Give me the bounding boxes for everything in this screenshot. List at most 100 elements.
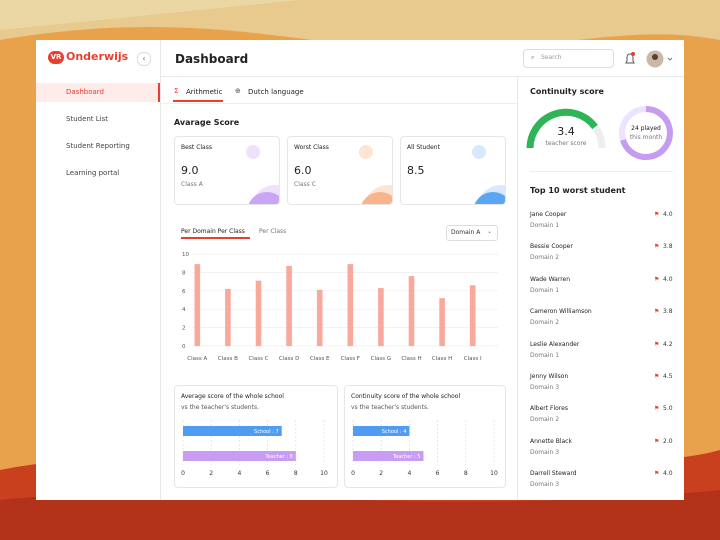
played-label: this month: [629, 134, 663, 141]
bar-chart: 0 2 4 6 8 10 Class A Class B Class C Class D Class…: [182, 252, 498, 362]
flag-icon: ⚑: [654, 405, 660, 413]
x-tick-label: 6: [436, 470, 440, 477]
x-tick-label: Class E: [310, 356, 330, 362]
student-domain: Domain 1: [530, 286, 560, 294]
bar: [378, 288, 384, 346]
compare-subtitle: vs the teacher's students.: [351, 404, 429, 411]
bar: [183, 426, 282, 436]
divider: [517, 76, 518, 500]
student-name: Darrell Steward: [530, 470, 577, 478]
value-label: School : 7: [254, 429, 279, 435]
nav-item[interactable]: Student Reporting: [66, 142, 130, 150]
tab-icon: ⊕: [235, 87, 241, 95]
flag-icon: ⚑: [654, 308, 660, 316]
card-title: Best Class: [181, 144, 212, 151]
card-value: 9.0: [181, 164, 199, 177]
student-name: Bessie Cooper: [530, 243, 573, 251]
x-tick-label: Class A: [187, 356, 207, 362]
played: 24 played: [631, 125, 661, 132]
collapse-button[interactable]: ‹: [137, 52, 151, 66]
y-tick-label: 8: [182, 270, 186, 276]
tab[interactable]: Dutch language: [248, 88, 304, 96]
card-title: All Student: [407, 144, 440, 151]
compare-subtitle: vs the teacher's students.: [181, 404, 259, 411]
x-tick-label: Class B: [218, 356, 238, 362]
bar: [183, 451, 296, 461]
student-domain: Domain 1: [530, 351, 560, 359]
card-value: 8.5: [407, 164, 425, 177]
flag-icon: ⚑: [654, 243, 660, 251]
flag-icon: ⚑: [654, 340, 660, 348]
nav-item[interactable]: Dashboard: [66, 88, 104, 96]
student-name: Albert Flores: [530, 405, 568, 413]
student-score: 5.0: [663, 405, 673, 413]
bar: [353, 451, 424, 461]
score-card: [400, 136, 506, 205]
y-tick-label: 6: [182, 289, 186, 295]
score-label: teacher score: [545, 140, 587, 147]
search-box[interactable]: [523, 49, 614, 68]
dropdown[interactable]: [446, 225, 498, 241]
chart-tab[interactable]: Per Class: [259, 228, 287, 235]
panel-title: Top 10 worst student: [530, 186, 626, 195]
card-decoration: [359, 145, 392, 204]
hbar-chart: 0 2 4 6 8 10 School : 7 Teacher : 8: [181, 420, 328, 477]
nav-item[interactable]: Learning portal: [66, 169, 120, 177]
header-icons: [625, 50, 673, 68]
student-domain: Domain 3: [530, 481, 560, 489]
bar: [353, 426, 410, 436]
dropdown-label: Domain A: [451, 229, 481, 236]
x-tick-label: Class I: [464, 356, 482, 362]
student-score: 4.5: [663, 373, 673, 380]
x-tick-label: 0: [351, 470, 355, 477]
x-tick-label: Class C: [248, 356, 268, 362]
card-decoration: [246, 145, 279, 204]
page-title: Dashboard: [175, 52, 249, 66]
student-score: 4.2: [663, 340, 673, 348]
student-domain: Domain 1: [530, 222, 560, 229]
tab-underline: [173, 100, 223, 102]
x-tick-label: 4: [237, 470, 241, 477]
student-score: 2.0: [663, 437, 673, 445]
nav-item[interactable]: Student List: [66, 115, 109, 123]
card-title: Worst Class: [294, 144, 329, 151]
bell[interactable]: [625, 53, 635, 64]
x-tick-label: Class G: [371, 356, 391, 362]
x-tick-label: 2: [209, 470, 213, 477]
panel-title: Continuity score: [530, 87, 604, 96]
student-domain: Domain 2: [530, 254, 560, 262]
divider: [160, 40, 161, 500]
compare-card: [174, 385, 338, 488]
card-decoration: [472, 145, 505, 204]
score: 3.4: [557, 125, 575, 138]
student-score: 4.0: [663, 470, 673, 478]
compare-card: [344, 385, 506, 488]
avatar-face: [652, 54, 658, 60]
y-tick-label: 10: [182, 252, 189, 258]
tab[interactable]: Arithmetic: [186, 88, 223, 96]
student-domain: Domain 2: [530, 319, 560, 327]
card-value: 6.0: [294, 164, 312, 177]
brand: Onderwijs: [66, 50, 129, 63]
chart-tab[interactable]: Per Domain Per Class: [181, 228, 245, 235]
divider: [530, 171, 673, 172]
flag-icon: ⚑: [654, 437, 660, 445]
divider: [160, 76, 684, 77]
student-domain: Domain 3: [530, 384, 560, 391]
bar: [194, 264, 201, 346]
bar: [469, 285, 476, 346]
student-name: Cameron Williamson: [530, 308, 592, 316]
student-name: Wade Warren: [530, 275, 571, 283]
search-placeholder: Search: [541, 54, 562, 61]
logo: VR: [48, 51, 64, 64]
x-tick-label: 10: [490, 470, 498, 477]
divider: [161, 103, 517, 104]
value-label: Teacher : 8: [264, 454, 292, 460]
student-score: 3.8: [663, 243, 673, 251]
student-score: 4.0: [663, 275, 673, 283]
bar: [439, 298, 445, 346]
search-icon: ⌕: [531, 54, 535, 61]
x-tick-label: 0: [181, 470, 185, 477]
section-title: Avarage Score: [174, 118, 240, 127]
